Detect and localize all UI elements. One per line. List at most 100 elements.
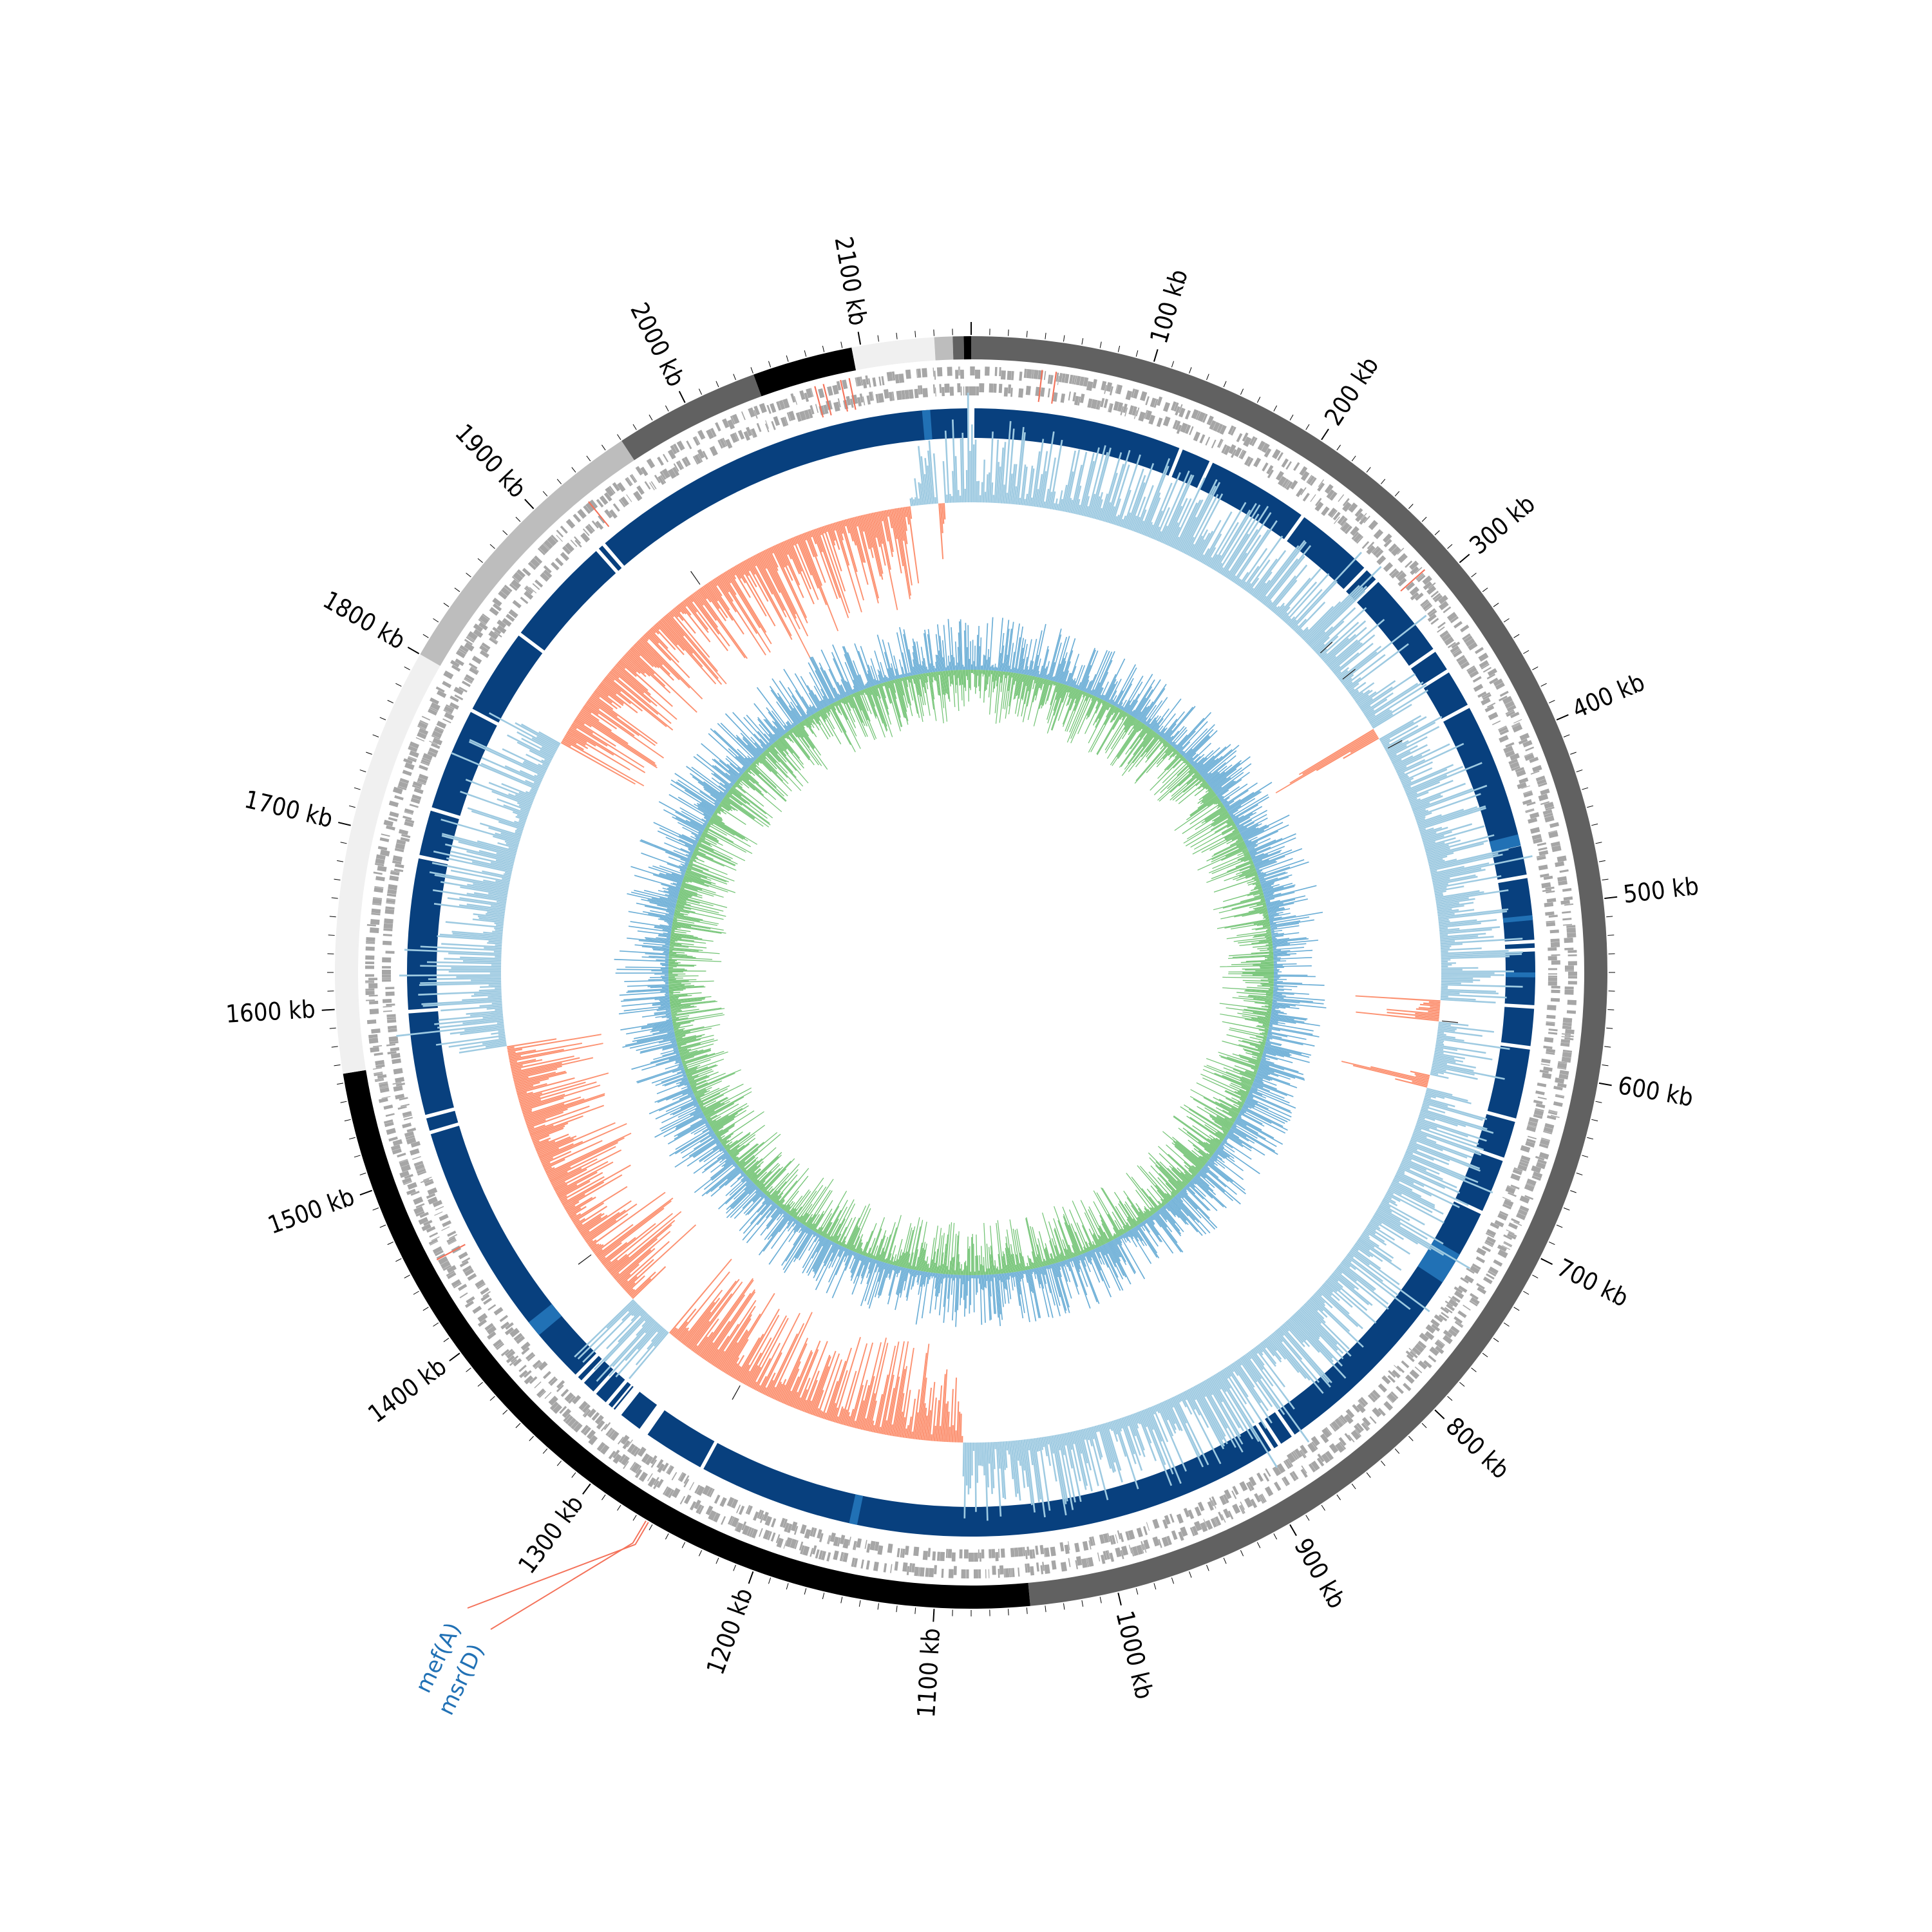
- gene-feature: [874, 1541, 880, 1551]
- gene-feature: [1513, 1221, 1522, 1226]
- gc-content-low-bar: [717, 1318, 752, 1370]
- gene-feature: [697, 449, 705, 459]
- gene-feature: [1533, 838, 1543, 844]
- gc-content-low-bar: [571, 1186, 628, 1222]
- gc-content-high-bar: [1363, 1231, 1370, 1236]
- gc-content-high-bar: [1234, 1361, 1269, 1412]
- gc-content-high-bar: [1059, 498, 1063, 511]
- gene-feature: [1294, 1448, 1303, 1458]
- gc-content-high-bar: [1437, 1031, 1444, 1034]
- gene-feature: [386, 902, 395, 905]
- gene-feature: [1524, 1184, 1535, 1192]
- gc-content-low-bar: [675, 1271, 730, 1339]
- gene-feature: [886, 372, 893, 382]
- gc-content-high-bar: [1393, 1179, 1400, 1183]
- gene-feature: [1559, 1070, 1569, 1075]
- gene-feature: [580, 1425, 589, 1434]
- gc-content-high-bar: [1177, 499, 1204, 551]
- gc-content-high-bar: [1285, 1320, 1311, 1347]
- gc-content-high-bar: [1336, 667, 1349, 678]
- gc-skew-outer-bar: [975, 666, 977, 670]
- gene-feature: [1466, 665, 1475, 672]
- gc-content-high-bar: [1171, 1397, 1201, 1457]
- gene-feature: [1481, 663, 1490, 670]
- gc-dark-mark: [690, 571, 701, 585]
- gene-feature: [504, 1327, 515, 1336]
- gene-feature: [1567, 954, 1577, 956]
- gc-skew-outer-bar: [981, 665, 983, 670]
- gc-content-low-bar: [536, 1135, 577, 1153]
- gene-feature: [1317, 482, 1325, 492]
- gc-content-high-bar: [1067, 498, 1072, 513]
- gc-content-high-bar: [1396, 766, 1407, 772]
- gene-feature: [1396, 572, 1407, 582]
- gc-content-high-bar: [1276, 1329, 1303, 1360]
- gene-feature: [906, 1566, 910, 1575]
- gc-dark-mark: [578, 1254, 592, 1265]
- gene-feature: [1508, 1192, 1517, 1197]
- gc-content-high-bar: [1407, 779, 1454, 800]
- gene-feature: [1019, 372, 1023, 381]
- gene-feature: [1486, 673, 1496, 680]
- minor-tick: [698, 1550, 703, 1557]
- gene-feature: [1135, 407, 1140, 417]
- gc-content-high-bar: [1208, 502, 1247, 567]
- gene-feature: [1145, 410, 1152, 421]
- gene-feature: [1104, 384, 1108, 394]
- gene-feature: [1169, 1513, 1175, 1523]
- gc-content-low-bar: [538, 1122, 616, 1157]
- gc-content-high-bar: [1002, 484, 1005, 504]
- gene-feature: [519, 1370, 528, 1379]
- minor-tick: [1556, 1224, 1563, 1228]
- gene-feature: [419, 719, 429, 725]
- gc-skew-inner-bar: [1269, 987, 1274, 989]
- gene-feature: [815, 404, 819, 413]
- gene-feature: [1451, 1295, 1461, 1303]
- gene-feature: [565, 542, 574, 553]
- gene-feature: [1489, 677, 1499, 685]
- gc-content-high-bar: [1416, 1124, 1430, 1130]
- gene-feature: [1307, 1443, 1317, 1453]
- blast-hit-block: [472, 635, 543, 723]
- gene-feature: [1072, 375, 1075, 384]
- gene-feature: [1150, 397, 1157, 408]
- gene-feature: [1272, 449, 1281, 460]
- gc-content-high-bar: [1384, 1196, 1396, 1204]
- gene-feature: [951, 1552, 956, 1562]
- gc-content-high-bar: [1091, 448, 1112, 518]
- gc-content-high-bar: [1325, 1280, 1338, 1293]
- gene-feature: [1510, 1173, 1521, 1181]
- tick-ring: [321, 322, 1618, 1622]
- gene-feature: [911, 1563, 915, 1573]
- gc-content-high-bar: [1434, 1056, 1464, 1063]
- gc-content-high-bar: [1355, 690, 1373, 703]
- gene-feature: [1557, 1062, 1567, 1069]
- gene-feature: [955, 370, 959, 379]
- gene-feature: [1538, 864, 1548, 871]
- gene-feature: [1257, 440, 1266, 451]
- gc-content-low-bar: [623, 1276, 638, 1290]
- gene-feature: [1443, 606, 1452, 614]
- gc-content-high-bar: [1436, 1037, 1510, 1050]
- gene-feature: [1550, 841, 1560, 848]
- gene-feature: [1425, 1331, 1435, 1340]
- major-tick: [1556, 714, 1569, 721]
- gc-content-high-bar: [1423, 841, 1436, 846]
- gene-feature: [1059, 1542, 1065, 1552]
- gene-feature: [860, 376, 864, 386]
- gene-feature: [1414, 567, 1423, 574]
- minor-tick: [1273, 1533, 1278, 1540]
- gene-feature: [522, 567, 531, 576]
- gene-feature: [1544, 801, 1554, 810]
- gc-content-high-bar: [1191, 529, 1209, 558]
- gc-content-low-bar: [1414, 1073, 1430, 1078]
- gene-feature: [505, 1322, 514, 1330]
- gene-feature: [392, 860, 402, 865]
- gene-feature: [860, 1559, 864, 1569]
- gc-content-low-bar: [1430, 1006, 1441, 1009]
- gene-feature: [383, 940, 392, 945]
- gc-content-high-bar: [1189, 493, 1224, 557]
- gene-feature: [417, 725, 426, 730]
- gc-content-high-bar: [1392, 755, 1414, 766]
- gc-content-high-bar: [1430, 1073, 1449, 1079]
